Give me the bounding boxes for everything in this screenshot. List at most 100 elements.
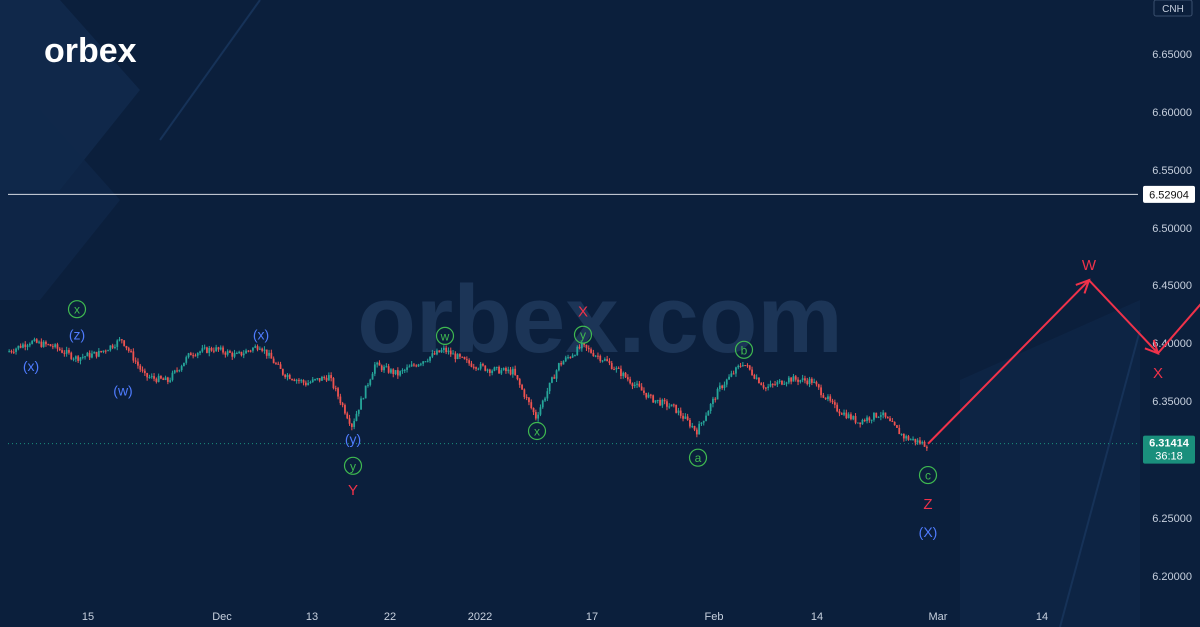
- candle-body: [401, 370, 404, 372]
- candle-body: [831, 400, 834, 403]
- candle-body: [921, 441, 924, 444]
- candle-body: [804, 378, 806, 381]
- wave-label-circle: [918, 465, 938, 485]
- candle-body: [26, 345, 29, 347]
- candle-body: [339, 396, 342, 404]
- candle-body: [12, 351, 15, 353]
- candle-body: [58, 348, 61, 351]
- candle-body: [875, 412, 878, 418]
- candle-body: [272, 358, 275, 364]
- wave-label: Y: [348, 482, 358, 499]
- price-tick: 6.35000: [1152, 396, 1192, 408]
- current-price-label: 6.31414: [1149, 438, 1190, 450]
- candle-body: [854, 416, 857, 423]
- candle-body: [553, 377, 556, 379]
- candle-body: [721, 385, 724, 389]
- candle-body: [153, 376, 155, 379]
- candle-body: [134, 360, 137, 362]
- candle-body: [491, 370, 494, 373]
- time-tick: 2022: [468, 611, 492, 623]
- wave-label: x: [74, 303, 80, 317]
- candle-body: [916, 440, 919, 443]
- candle-body: [132, 351, 135, 361]
- candle-body: [631, 383, 634, 387]
- candle-body: [465, 359, 468, 361]
- candle-body: [900, 433, 903, 435]
- candle-body: [500, 370, 503, 374]
- candle-body: [613, 369, 615, 371]
- candle-body: [440, 350, 443, 353]
- candle-body: [472, 366, 475, 368]
- candle-body: [454, 353, 457, 359]
- candle-body: [771, 383, 774, 385]
- time-tick: 13: [306, 611, 318, 623]
- candle-body: [624, 372, 627, 378]
- candle-body: [74, 356, 77, 359]
- candle-body: [150, 376, 153, 378]
- candle-body: [176, 370, 178, 372]
- candle-body: [856, 422, 859, 424]
- projection-path[interactable]: [927, 194, 1200, 445]
- candle-body: [180, 366, 183, 371]
- candle-body: [514, 368, 517, 376]
- candle-body: [919, 440, 921, 444]
- candle-body: [714, 398, 717, 400]
- candle-body: [376, 362, 379, 365]
- candle-body: [304, 382, 307, 386]
- price-tick: 6.45000: [1152, 280, 1192, 292]
- candle-body: [417, 364, 420, 367]
- candle-body: [91, 353, 93, 358]
- wave-label: w: [440, 329, 450, 343]
- candle-body: [852, 416, 855, 420]
- candle-body: [783, 383, 786, 385]
- candle-body: [293, 379, 296, 381]
- candle-body: [580, 342, 583, 349]
- candle-body: [534, 412, 537, 419]
- candle-body: [81, 356, 84, 358]
- candle-body: [252, 347, 254, 351]
- candle-body: [827, 396, 829, 400]
- candle-body: [700, 422, 703, 424]
- time-tick: 14: [1036, 611, 1048, 623]
- wave-label: X: [1153, 365, 1163, 382]
- wave-label: (X): [919, 524, 938, 540]
- candle-body: [705, 415, 707, 421]
- candle-body: [891, 421, 894, 423]
- candle-body: [649, 394, 652, 396]
- candle-body: [661, 399, 664, 406]
- candle-body: [35, 339, 38, 343]
- candle-body: [815, 381, 818, 385]
- candle-body: [585, 344, 588, 348]
- candle-body: [100, 350, 103, 352]
- candle-body: [42, 341, 45, 347]
- candle-body: [148, 377, 151, 379]
- candle-body: [15, 348, 17, 352]
- candle-body: [909, 439, 912, 441]
- candle-body: [242, 353, 245, 356]
- wave-label: y: [350, 459, 356, 473]
- candle-body: [482, 363, 484, 366]
- currency-tag[interactable]: CNH: [1153, 0, 1193, 17]
- candle-body: [790, 377, 793, 382]
- candle-body: [824, 397, 827, 400]
- candle-body: [751, 369, 753, 375]
- candle-body: [546, 391, 549, 399]
- candle-body: [194, 355, 197, 357]
- candle-body: [261, 348, 264, 351]
- candle-body: [291, 378, 293, 380]
- candle-body: [102, 350, 105, 352]
- candle-body: [49, 344, 52, 347]
- candle-body: [452, 353, 454, 355]
- candle-body: [300, 380, 303, 382]
- candle-body: [459, 354, 461, 357]
- candle-body: [447, 350, 450, 353]
- candle-body: [226, 351, 229, 355]
- candle-body: [675, 404, 678, 413]
- candle-body: [348, 418, 351, 424]
- price-tick: 6.55000: [1152, 165, 1192, 177]
- candle-body: [318, 378, 321, 381]
- candle-body: [268, 352, 270, 356]
- candle-body: [61, 350, 63, 353]
- projection-line[interactable]: [927, 194, 1200, 445]
